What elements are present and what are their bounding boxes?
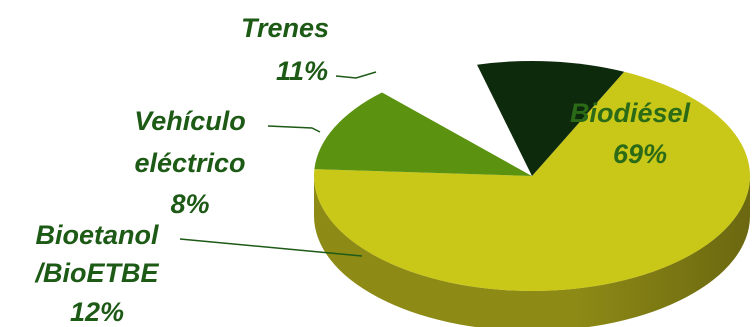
label-biodiesel-name: Biodiésel <box>570 98 691 128</box>
label-vehiculo-line1: Vehículo <box>134 106 246 136</box>
label-bioetanol-line1: Bioetanol <box>35 220 159 250</box>
pie-slice-biodi-sel <box>313 71 751 292</box>
label-vehiculo-percent: 8% <box>170 189 209 219</box>
label-bioetanol-percent: 12% <box>70 297 124 327</box>
label-vehiculo-line2: eléctrico <box>134 148 245 178</box>
pie-slice-bioetanol-bioetbe <box>314 92 532 176</box>
leader-line-vehiculo <box>267 125 321 133</box>
pie-slice-veh-culo-el-ctrico <box>382 64 532 176</box>
label-bioetanol-line2: /BioETBE <box>34 258 159 288</box>
label-trenes-name: Trenes <box>241 13 329 43</box>
pie-slice-trenes <box>477 61 625 176</box>
label-trenes-percent: 11% <box>276 56 328 86</box>
pie-top-faces <box>313 61 751 292</box>
label-biodiesel-percent: 69% <box>613 139 667 169</box>
pie-side-shade-biodi-sel <box>314 176 750 327</box>
leader-line-trenes <box>335 71 377 79</box>
leader-lines <box>179 71 377 257</box>
leader-line-bioetanol <box>179 238 363 257</box>
pie-side-walls <box>314 176 750 327</box>
